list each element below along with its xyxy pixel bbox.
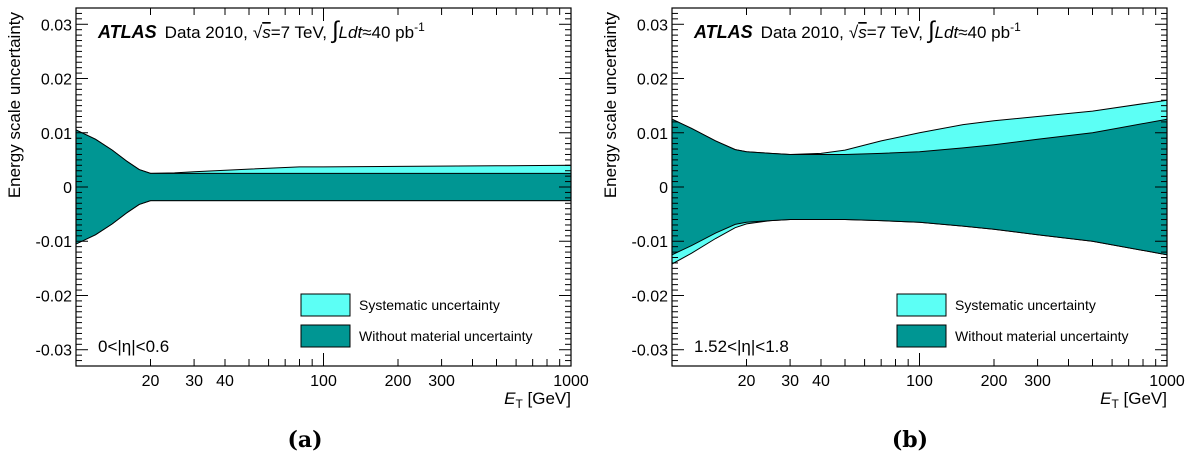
legend-swatch-without-material (896, 324, 947, 348)
x-axis-title: ET [GeV] (504, 389, 571, 411)
x-tick-label: 100 (310, 373, 337, 390)
bands (672, 99, 1167, 265)
y-tick-label: 0.02 (637, 72, 668, 89)
x-ticks: 20 30 40 100 200 300 1000 (142, 8, 589, 390)
y-tick-label: -0.03 (36, 343, 73, 360)
panel-a: 20 30 40 100 200 300 1000 0.03 0.02 0.01 0 -0.01 -0.… (5, 7, 589, 453)
panel-caption: (b) (892, 427, 928, 453)
y-tick-label: 0 (659, 180, 668, 197)
y-tick-label: -0.02 (36, 288, 73, 305)
x-tick-label: 20 (738, 373, 756, 390)
x-tick-label: 200 (981, 373, 1008, 390)
legend-label: Systematic uncertainty (359, 297, 500, 313)
x-tick-label: 300 (1024, 373, 1051, 390)
y-tick-label: 0.03 (637, 17, 668, 34)
atlas-header: ATLAS Data 2010, √s=7 TeV, ∫Ldt≈40 pb-1 (97, 17, 425, 44)
legend-swatch-without-material (300, 324, 351, 348)
x-tick-label: 200 (385, 373, 412, 390)
panel-b: 20 30 40 100 200 300 1000 0.03 0.02 0.01 0 -0.01 -0.… (601, 7, 1185, 453)
y-tick-label: 0.01 (637, 126, 668, 143)
x-tick-label: 1000 (553, 373, 589, 390)
legend-swatch-systematic (300, 293, 351, 317)
panel-caption: (a) (287, 427, 322, 453)
x-tick-label: 1000 (1149, 373, 1185, 390)
y-tick-label: 0.02 (41, 72, 72, 89)
y-tick-label: 0 (63, 180, 72, 197)
legend: Systematic uncertainty Without material u… (300, 293, 533, 348)
legend-label: Systematic uncertainty (955, 297, 1096, 313)
y-tick-label: 0.03 (41, 17, 72, 34)
x-axis-title: ET [GeV] (1100, 389, 1167, 411)
y-tick-label: 0.01 (41, 126, 72, 143)
x-tick-label: 300 (428, 373, 455, 390)
y-ticks: 0.03 0.02 0.01 0 -0.01 -0.02 -0.03 (36, 12, 571, 362)
legend-label: Without material uncertainty (359, 328, 533, 344)
y-tick-label: -0.01 (36, 234, 73, 251)
without-material-band (76, 129, 571, 245)
without-material-band (672, 118, 1167, 256)
header-text: ATLAS Data 2010, √s=7 TeV, ∫Ldt≈40 pb-1 (693, 17, 1021, 44)
eta-range-label: 1.52<|η|<1.8 (694, 337, 789, 356)
header-text: ATLAS Data 2010, √s=7 TeV, ∫Ldt≈40 pb-1 (97, 17, 425, 44)
legend-label: Without material uncertainty (955, 328, 1129, 344)
y-tick-label: -0.02 (632, 288, 669, 305)
y-tick-label: -0.01 (632, 234, 669, 251)
x-tick-label: 30 (185, 373, 203, 390)
y-axis-title: Energy scale uncertainty (5, 12, 24, 199)
x-tick-label: 40 (812, 373, 830, 390)
x-tick-label: 30 (781, 373, 799, 390)
legend: Systematic uncertainty Without material u… (896, 293, 1129, 348)
y-axis-title: Energy scale uncertainty (601, 12, 620, 199)
eta-range-label: 0<|η|<0.6 (98, 337, 169, 356)
legend-swatch-systematic (896, 293, 947, 317)
bands (76, 129, 571, 245)
y-ticks: 0.03 0.02 0.01 0 -0.01 -0.02 -0.03 (632, 12, 1167, 362)
x-tick-label: 100 (906, 373, 933, 390)
x-tick-label: 40 (216, 373, 234, 390)
y-tick-label: -0.03 (632, 343, 669, 360)
x-tick-label: 20 (142, 373, 160, 390)
x-ticks: 20 30 40 100 200 300 1000 (738, 8, 1185, 390)
atlas-header: ATLAS Data 2010, √s=7 TeV, ∫Ldt≈40 pb-1 (693, 17, 1021, 44)
